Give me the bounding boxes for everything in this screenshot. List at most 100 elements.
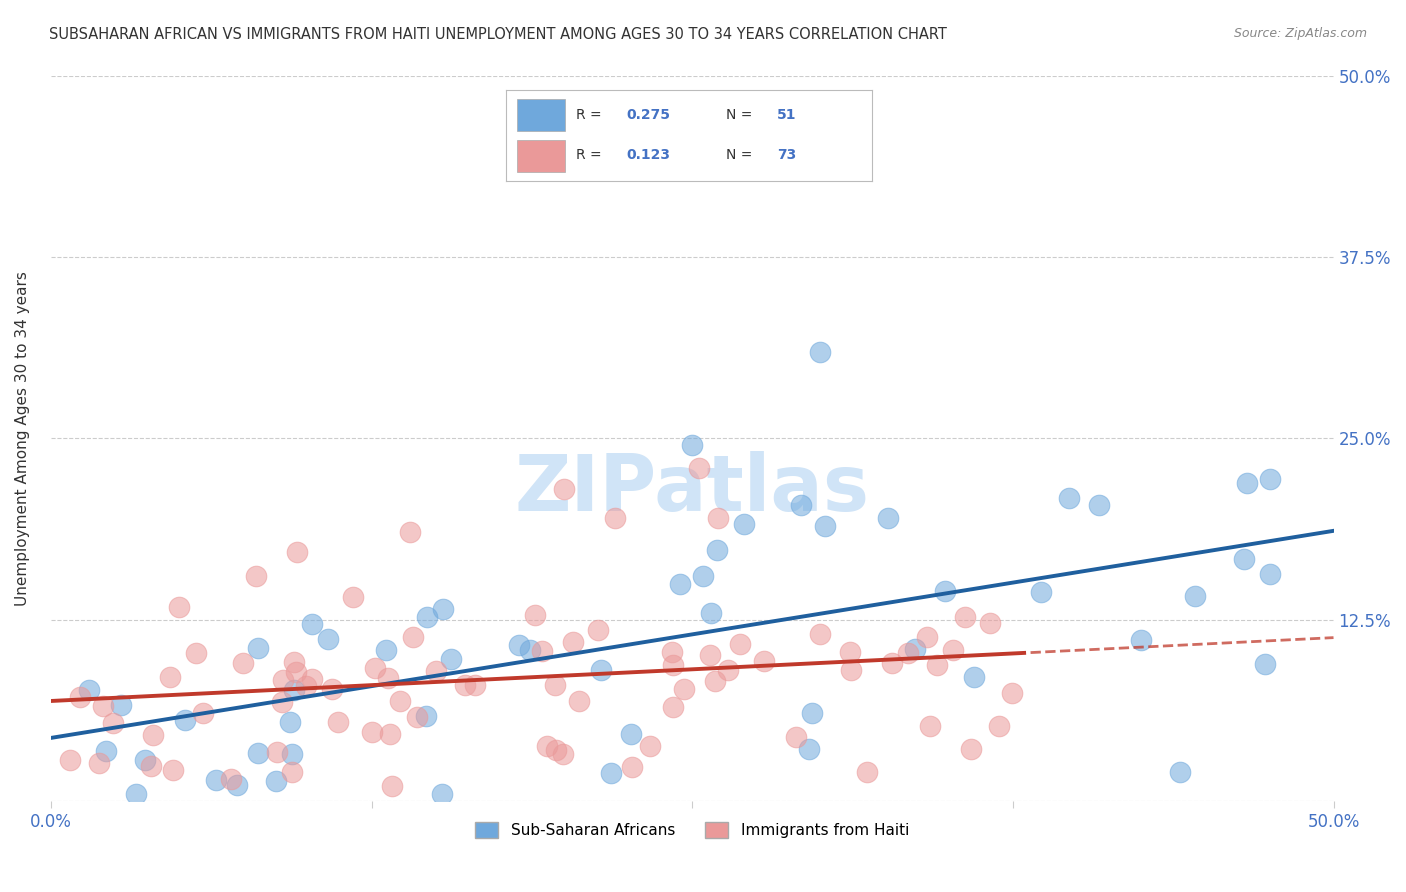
- Point: [321, 681, 343, 696]
- Point: [688, 461, 710, 475]
- Point: [814, 519, 837, 533]
- Point: [1029, 585, 1052, 599]
- Point: [959, 741, 981, 756]
- Point: [915, 631, 938, 645]
- Point: [142, 728, 165, 742]
- Point: [668, 577, 690, 591]
- Point: [1233, 551, 1256, 566]
- Point: [139, 758, 162, 772]
- Point: [1260, 472, 1282, 486]
- Point: [600, 766, 623, 780]
- Point: [953, 610, 976, 624]
- Point: [270, 695, 292, 709]
- Point: [979, 615, 1001, 630]
- Text: SUBSAHARAN AFRICAN VS IMMIGRANTS FROM HAITI UNEMPLOYMENT AMONG AGES 30 TO 34 YEA: SUBSAHARAN AFRICAN VS IMMIGRANTS FROM HA…: [49, 27, 948, 42]
- Point: [363, 661, 385, 675]
- Point: [91, 699, 114, 714]
- Point: [1088, 499, 1111, 513]
- Point: [546, 742, 568, 756]
- Point: [754, 654, 776, 668]
- Point: [800, 706, 823, 720]
- Point: [531, 644, 554, 658]
- Point: [406, 710, 429, 724]
- Point: [1059, 491, 1081, 506]
- Point: [378, 727, 401, 741]
- Point: [662, 658, 685, 673]
- Point: [1130, 633, 1153, 648]
- Point: [810, 627, 832, 641]
- Point: [706, 542, 728, 557]
- Legend: Sub-Saharan Africans, Immigrants from Haiti: Sub-Saharan Africans, Immigrants from Ha…: [470, 816, 915, 844]
- Point: [232, 656, 254, 670]
- Point: [184, 646, 207, 660]
- Point: [162, 763, 184, 777]
- Text: ZIPatlas: ZIPatlas: [515, 451, 870, 527]
- Point: [586, 624, 609, 638]
- Point: [278, 714, 301, 729]
- Point: [103, 715, 125, 730]
- Point: [621, 760, 644, 774]
- Point: [839, 664, 862, 678]
- Point: [553, 482, 575, 496]
- Point: [125, 787, 148, 801]
- Point: [264, 773, 287, 788]
- Point: [245, 569, 267, 583]
- Point: [934, 583, 956, 598]
- Point: [942, 643, 965, 657]
- Point: [605, 511, 627, 525]
- Point: [415, 709, 437, 723]
- Point: [425, 664, 447, 678]
- Point: [797, 742, 820, 756]
- Point: [454, 678, 477, 692]
- Point: [301, 616, 323, 631]
- Point: [381, 779, 404, 793]
- Point: [96, 744, 118, 758]
- Point: [342, 591, 364, 605]
- Point: [856, 765, 879, 780]
- Point: [728, 637, 751, 651]
- Point: [661, 644, 683, 658]
- Point: [110, 698, 132, 712]
- Point: [285, 665, 308, 680]
- Point: [699, 648, 721, 662]
- Point: [283, 683, 305, 698]
- Y-axis label: Unemployment Among Ages 30 to 34 years: Unemployment Among Ages 30 to 34 years: [15, 271, 30, 606]
- Point: [134, 753, 156, 767]
- Point: [402, 631, 425, 645]
- Point: [562, 635, 585, 649]
- Point: [77, 683, 100, 698]
- Point: [69, 690, 91, 705]
- Point: [167, 600, 190, 615]
- Point: [246, 746, 269, 760]
- Point: [591, 663, 613, 677]
- Point: [897, 646, 920, 660]
- Point: [717, 663, 740, 677]
- Point: [536, 739, 558, 753]
- Point: [59, 753, 82, 767]
- Point: [283, 655, 305, 669]
- Point: [987, 719, 1010, 733]
- Point: [551, 747, 574, 762]
- Point: [544, 678, 567, 692]
- Point: [399, 525, 422, 540]
- Point: [1236, 476, 1258, 491]
- Point: [1001, 686, 1024, 700]
- Point: [1168, 764, 1191, 779]
- Point: [1258, 567, 1281, 582]
- Point: [918, 719, 941, 733]
- Point: [661, 699, 683, 714]
- Point: [904, 641, 927, 656]
- Point: [508, 638, 530, 652]
- Point: [568, 694, 591, 708]
- Point: [266, 745, 288, 759]
- Point: [271, 673, 294, 688]
- Point: [673, 681, 696, 696]
- Point: [620, 727, 643, 741]
- Point: [707, 511, 730, 525]
- Point: [1184, 589, 1206, 603]
- Point: [374, 643, 396, 657]
- Point: [790, 498, 813, 512]
- Point: [963, 670, 986, 684]
- Point: [440, 652, 463, 666]
- Point: [704, 673, 727, 688]
